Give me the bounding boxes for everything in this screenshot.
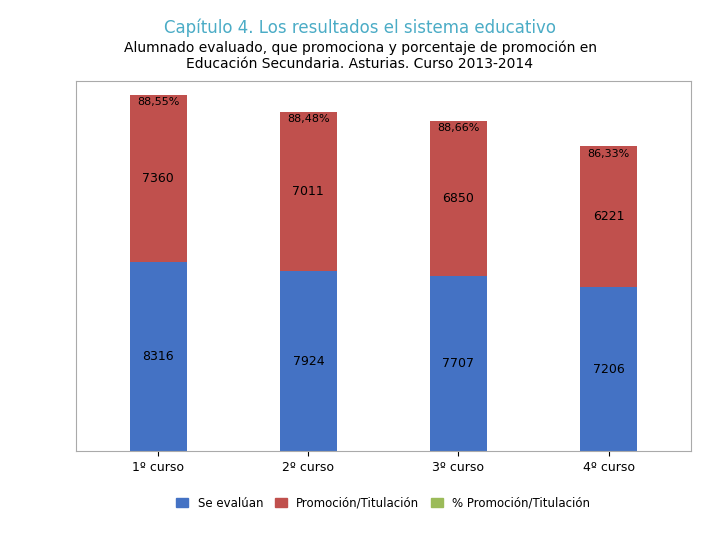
Text: 7707: 7707: [443, 357, 474, 370]
Text: 86,33%: 86,33%: [588, 148, 630, 159]
Text: 7206: 7206: [593, 363, 624, 376]
Bar: [130, 95, 186, 262]
Text: 88,66%: 88,66%: [437, 123, 480, 133]
Text: 7360: 7360: [143, 172, 174, 185]
Legend: Se evalúan, Promoción/Titulación, % Promoción/Titulación: Se evalúan, Promoción/Titulación, % Prom…: [176, 497, 590, 510]
Bar: [580, 146, 637, 287]
Text: Alumnado evaluado, que promociona y porcentaje de promoción en
Educación Secunda: Alumnado evaluado, que promociona y porc…: [124, 40, 596, 71]
Text: Capítulo 4. Los resultados el sistema educativo: Capítulo 4. Los resultados el sistema ed…: [164, 19, 556, 37]
Text: 8316: 8316: [143, 350, 174, 363]
Bar: [130, 262, 186, 451]
Text: 7011: 7011: [292, 185, 324, 198]
Bar: [280, 112, 337, 271]
Bar: [430, 120, 487, 276]
Text: 88,48%: 88,48%: [287, 114, 330, 124]
Bar: [430, 276, 487, 451]
Bar: [580, 287, 637, 451]
Text: 6850: 6850: [443, 192, 474, 205]
Text: 6221: 6221: [593, 210, 624, 224]
Bar: [280, 271, 337, 451]
Text: 7924: 7924: [292, 354, 324, 368]
Text: 88,55%: 88,55%: [137, 98, 179, 107]
